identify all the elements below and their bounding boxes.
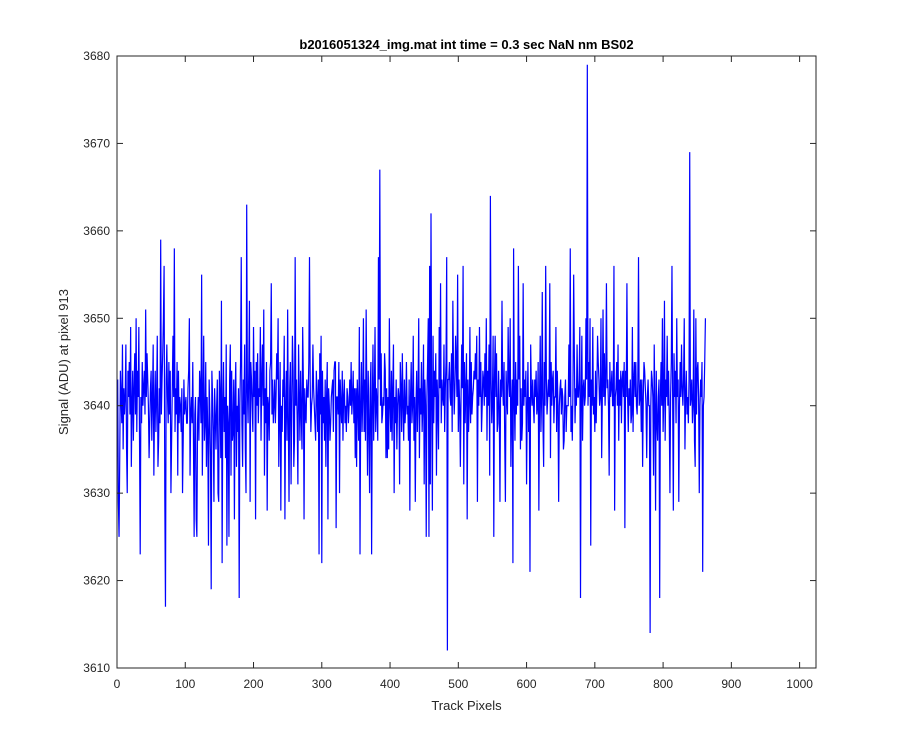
y-tick-label: 3650 — [83, 311, 110, 325]
axes-box — [116, 55, 817, 669]
y-tick-label: 3680 — [83, 49, 110, 63]
x-tick-label: 500 — [448, 677, 468, 691]
x-tick-label: 700 — [585, 677, 605, 691]
y-tick-label: 3640 — [83, 399, 110, 413]
x-tick-label: 400 — [380, 677, 400, 691]
tick-layer: 0 100 200 300 400 500 600 700 800 900 1000 3610 3620… — [83, 49, 816, 691]
y-axis-label: Signal (ADU) at pixel 913 — [56, 289, 71, 435]
x-tick-label: 0 — [114, 677, 121, 691]
chart-title: b2016051324_img.mat int time = 0.3 sec N… — [299, 37, 633, 52]
x-tick-label: 300 — [312, 677, 332, 691]
y-tick-label: 3620 — [83, 574, 110, 588]
x-axis-label: Track Pixels — [431, 698, 502, 713]
y-tick-label: 3670 — [83, 136, 110, 150]
x-tick-label: 1000 — [786, 677, 813, 691]
x-tick-label: 800 — [653, 677, 673, 691]
series-line-1 — [117, 64, 707, 651]
y-tick-label: 3630 — [83, 486, 110, 500]
x-tick-label: 900 — [721, 677, 741, 691]
y-tick-label: 3610 — [83, 661, 110, 675]
x-tick-label: 600 — [517, 677, 537, 691]
data-layer — [117, 64, 707, 651]
x-tick-label: 200 — [244, 677, 264, 691]
y-tick-label: 3660 — [83, 224, 110, 238]
x-tick-label: 100 — [175, 677, 195, 691]
